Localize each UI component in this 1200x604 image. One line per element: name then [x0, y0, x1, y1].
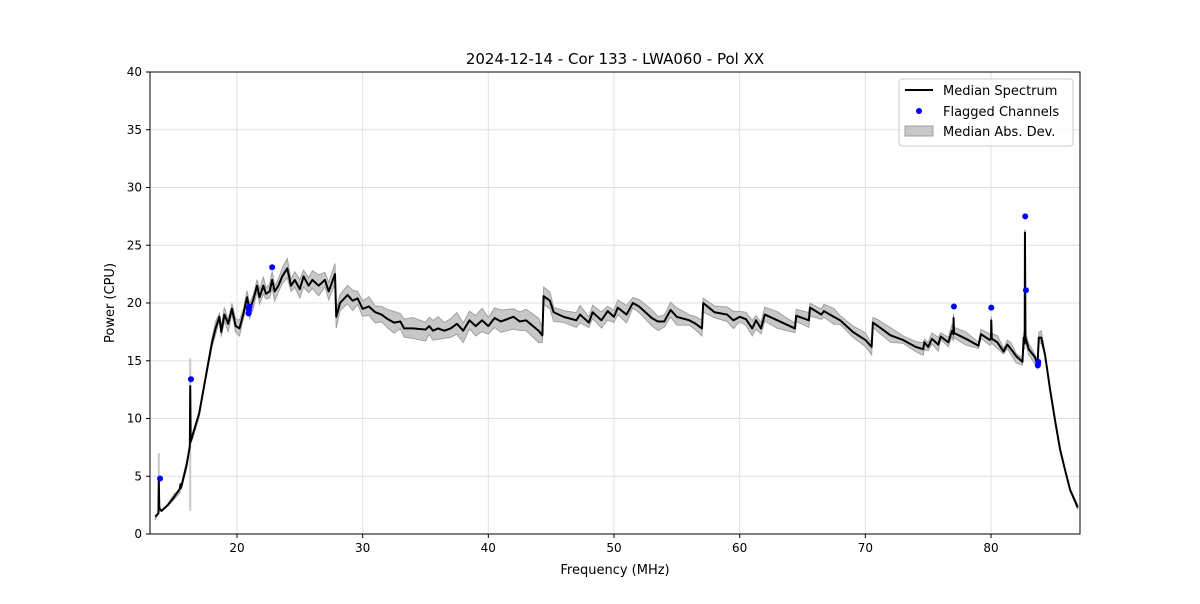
x-tick-label: 30 — [355, 541, 370, 555]
legend-flagged-channels: Flagged Channels — [943, 105, 1059, 120]
flagged-channel-point — [1022, 287, 1029, 294]
flagged-channel-point — [269, 264, 276, 271]
x-tick-label: 50 — [606, 541, 621, 555]
y-tick-label: 35 — [127, 123, 142, 137]
legend-mad: Median Abs. Dev. — [943, 125, 1055, 140]
legend: Median Spectrum Flagged Channels Median … — [898, 78, 1074, 147]
y-tick-label: 0 — [134, 527, 142, 541]
legend-box — [898, 78, 1074, 147]
flagged-channel-point — [1035, 361, 1042, 368]
flagged-channel-point — [157, 475, 164, 482]
mad-band-area — [154, 229, 1079, 521]
y-tick-label: 25 — [127, 238, 142, 252]
flagged-channel-point — [950, 303, 957, 310]
legend-band-swatch — [904, 125, 934, 137]
axis-ticks: 20 30 40 50 60 70 80 0 5 10 15 20 25 30 35 40 — [127, 65, 999, 555]
flagged-channel-point — [988, 304, 995, 311]
x-tick-label: 20 — [229, 541, 244, 555]
flagged-channel-point — [1022, 213, 1029, 220]
median-spectrum-line — [154, 231, 1079, 518]
flagged-channel-point — [187, 376, 194, 383]
chart-title: 2024-12-14 - Cor 133 - LWA060 - Pol XX — [466, 50, 764, 68]
y-tick-label: 5 — [134, 469, 142, 483]
x-axis-label: Frequency (MHz) — [560, 563, 669, 578]
y-axis-label: Power (CPU) — [103, 263, 118, 343]
y-tick-label: 10 — [127, 412, 142, 426]
x-tick-label: 70 — [858, 541, 873, 555]
flagged-channels — [157, 213, 1042, 482]
legend-flag-swatch — [916, 108, 922, 114]
y-tick-label: 15 — [127, 354, 142, 368]
y-tick-label: 30 — [127, 181, 142, 195]
y-tick-label: 20 — [127, 296, 142, 310]
flagged-channel-point — [245, 304, 252, 311]
y-tick-label: 40 — [127, 65, 142, 79]
x-tick-label: 80 — [983, 541, 998, 555]
legend-median-spectrum: Median Spectrum — [943, 84, 1057, 99]
median-spectrum-path — [154, 231, 1079, 518]
x-tick-label: 60 — [732, 541, 747, 555]
x-tick-label: 40 — [481, 541, 496, 555]
